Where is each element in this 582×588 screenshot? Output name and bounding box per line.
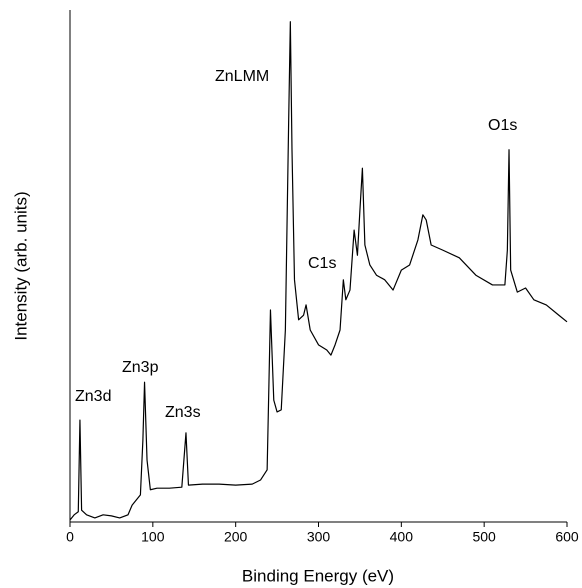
peak-annotation: ZnLMM <box>215 68 269 85</box>
x-tick-label: 200 <box>224 529 248 545</box>
peak-annotation: C1s <box>308 255 336 272</box>
x-tick-label: 600 <box>555 529 579 545</box>
x-tick-label: 300 <box>307 529 331 545</box>
x-tick-label: 400 <box>390 529 414 545</box>
peak-annotation: Zn3d <box>75 388 111 405</box>
spectrum-line <box>69 21 568 521</box>
peak-annotation: Zn3p <box>122 359 159 376</box>
x-tick-label: 0 <box>66 529 74 545</box>
x-tick-label: 500 <box>472 529 496 545</box>
peak-annotation: O1s <box>488 117 517 134</box>
peak-annotation: Zn3s <box>165 404 201 421</box>
y-axis-label: Intensity (arb. units) <box>11 191 30 340</box>
x-tick-label: 100 <box>141 529 165 545</box>
x-axis-label: Binding Energy (eV) <box>242 566 394 585</box>
